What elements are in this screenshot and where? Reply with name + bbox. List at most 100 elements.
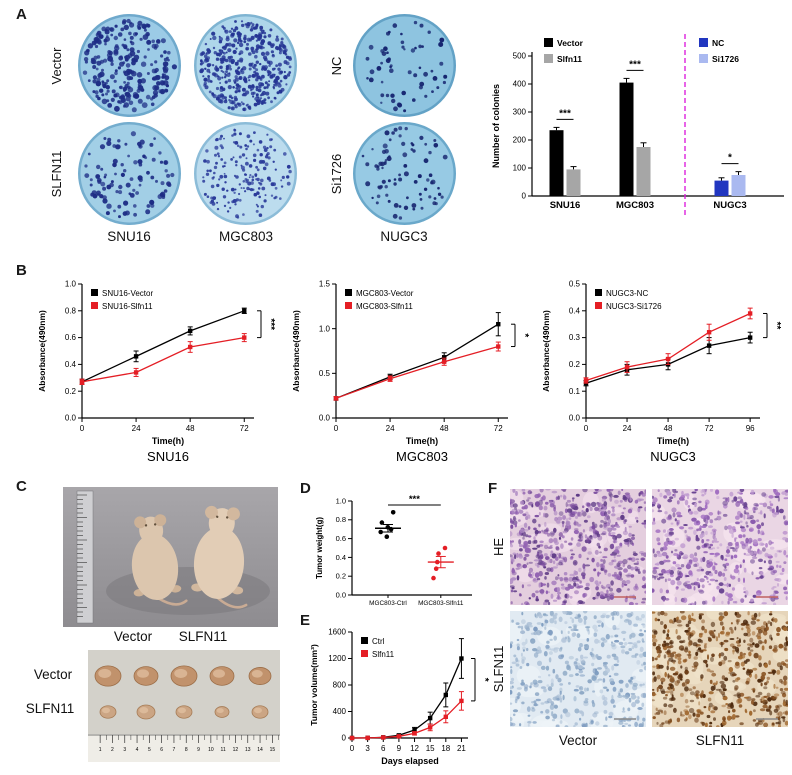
- svg-text:24: 24: [386, 424, 395, 433]
- svg-text:72: 72: [494, 424, 503, 433]
- f-col-label-vector: Vector: [558, 733, 598, 748]
- svg-text:8: 8: [185, 747, 188, 753]
- col-label-snu16: SNU16: [107, 229, 151, 244]
- svg-text:18: 18: [441, 744, 450, 753]
- svg-text:*: *: [479, 678, 490, 682]
- svg-text:Absorbance(490nm): Absorbance(490nm): [541, 310, 551, 392]
- svg-text:Time(h): Time(h): [152, 436, 184, 446]
- svg-text:9: 9: [397, 744, 402, 753]
- svg-text:10: 10: [208, 747, 214, 753]
- svg-text:1: 1: [99, 747, 102, 753]
- svg-text:MGC803-Slfn11: MGC803-Slfn11: [418, 600, 464, 607]
- svg-text:Absorbance(490nm): Absorbance(490nm): [291, 310, 301, 392]
- svg-text:400: 400: [513, 80, 527, 89]
- svg-text:Slfn11: Slfn11: [557, 54, 582, 64]
- svg-text:200: 200: [513, 136, 527, 145]
- svg-text:14: 14: [257, 747, 263, 753]
- svg-text:NUGC3-NC: NUGC3-NC: [606, 289, 648, 298]
- svg-text:15: 15: [270, 747, 276, 753]
- f-col-label-slfn11: SLFN11: [695, 733, 745, 748]
- svg-text:100: 100: [513, 164, 527, 173]
- svg-text:1.5: 1.5: [319, 280, 331, 289]
- panel-label-f: F: [488, 480, 498, 497]
- svg-text:1.0: 1.0: [319, 324, 331, 333]
- svg-text:MGC803-Vector: MGC803-Vector: [356, 289, 414, 298]
- svg-text:0.4: 0.4: [569, 306, 581, 315]
- svg-text:3: 3: [123, 747, 126, 753]
- svg-text:96: 96: [746, 424, 755, 433]
- svg-text:NC: NC: [712, 38, 724, 48]
- svg-text:15: 15: [426, 744, 435, 753]
- svg-text:Tumor volume(mm³): Tumor volume(mm³): [309, 644, 319, 726]
- svg-text:48: 48: [186, 424, 195, 433]
- col-label-nugc3: NUGC3: [380, 229, 428, 244]
- row-label-nc: NC: [329, 56, 344, 76]
- svg-text:72: 72: [705, 424, 714, 433]
- svg-text:11: 11: [221, 747, 226, 753]
- row-label-si1726: Si1726: [329, 153, 344, 195]
- svg-text:NUGC3: NUGC3: [650, 449, 696, 464]
- svg-text:1.0: 1.0: [336, 496, 346, 505]
- mice-label-slfn11: SLFN11: [178, 629, 228, 644]
- colony-dish-vector-mgc803: [194, 14, 297, 117]
- tumor-volume-line-chart: 0 400 800 1200 1600 0 3 6 9 12 15 18 21 Tumor volume(…: [309, 628, 490, 766]
- snu16-growth-chart: 0.0 0.2 0.4 0.6 0.8 1.0 0 24 48 72 Absorbance(490n…: [37, 280, 276, 464]
- svg-text:MGC803: MGC803: [616, 200, 654, 211]
- svg-text:12: 12: [233, 747, 239, 753]
- svg-text:5: 5: [148, 747, 151, 753]
- row-label-slfn11: SLFN11: [49, 150, 64, 198]
- row-label-vector: Vector: [49, 47, 64, 85]
- svg-text:NUGC3: NUGC3: [713, 200, 746, 211]
- panel-label-e: E: [300, 612, 311, 629]
- panel-label-b: B: [16, 262, 27, 279]
- svg-text:0: 0: [350, 744, 355, 753]
- stain-label-slfn11: SLFN11: [491, 645, 506, 693]
- svg-text:SNU16: SNU16: [550, 200, 581, 211]
- svg-text:*: *: [728, 153, 732, 164]
- svg-text:0: 0: [584, 424, 589, 433]
- svg-text:MGC803-Slfn11: MGC803-Slfn11: [356, 302, 413, 311]
- colony-dish-slfn11-mgc803: [194, 122, 297, 225]
- svg-text:NUGC3-Si1726: NUGC3-Si1726: [606, 302, 662, 311]
- svg-text:0: 0: [80, 424, 85, 433]
- histology-ihc-vector: [510, 611, 646, 727]
- svg-text:0.6: 0.6: [65, 333, 77, 342]
- svg-text:0.2: 0.2: [569, 360, 581, 369]
- svg-text:SNU16: SNU16: [147, 449, 189, 464]
- panel-label-d: D: [300, 480, 311, 497]
- colony-dish-vector-snu16: [78, 14, 181, 117]
- svg-text:**: **: [771, 322, 782, 330]
- svg-text:Tumor weight(g): Tumor weight(g): [315, 517, 324, 579]
- svg-text:*: *: [519, 333, 530, 337]
- svg-text:0: 0: [522, 192, 527, 201]
- svg-text:0: 0: [342, 734, 347, 743]
- svg-text:0.5: 0.5: [319, 369, 331, 378]
- svg-text:Si1726: Si1726: [712, 54, 739, 64]
- svg-text:9: 9: [197, 747, 200, 753]
- svg-text:***: ***: [629, 59, 641, 70]
- svg-text:6: 6: [160, 747, 163, 753]
- svg-text:Days elapsed: Days elapsed: [381, 756, 439, 766]
- svg-text:Slfn11: Slfn11: [372, 650, 395, 659]
- panel-label-c: C: [16, 478, 27, 495]
- svg-text:0.4: 0.4: [336, 553, 346, 562]
- svg-text:13: 13: [245, 747, 251, 753]
- svg-text:0.6: 0.6: [336, 534, 346, 543]
- svg-text:MGC803-Ctrl: MGC803-Ctrl: [369, 600, 407, 607]
- svg-text:48: 48: [664, 424, 673, 433]
- histology-ihc-slfn11: [652, 611, 788, 727]
- svg-text:0.8: 0.8: [336, 515, 346, 524]
- tumor-weight-scatter-chart: 0.0 0.2 0.4 0.6 0.8 1.0 Tumor weight(g) MGC803-…: [315, 494, 472, 607]
- colony-dish-nc-nugc3: [353, 14, 456, 117]
- svg-text:4: 4: [136, 747, 139, 753]
- stain-label-he: HE: [491, 537, 506, 557]
- mgc803-growth-chart: 0.0 0.5 1.0 1.5 0 24 48 72 Absorbance(490nm) Time…: [291, 280, 530, 464]
- svg-text:6: 6: [381, 744, 386, 753]
- svg-text:0.8: 0.8: [65, 306, 77, 315]
- colony-dish-slfn11-snu16: [78, 122, 181, 225]
- svg-text:0.0: 0.0: [65, 414, 77, 423]
- svg-text:300: 300: [513, 108, 527, 117]
- svg-text:Ctrl: Ctrl: [372, 637, 385, 646]
- svg-text:***: ***: [265, 318, 276, 330]
